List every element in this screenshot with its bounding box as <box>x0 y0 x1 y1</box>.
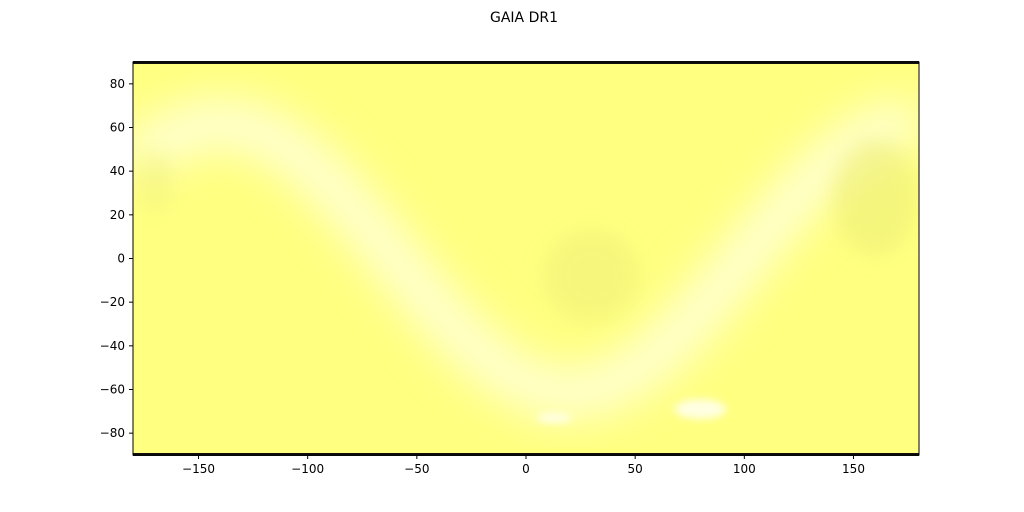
galactic-plane-band <box>133 100 919 417</box>
y-tick-label: −40 <box>100 339 125 353</box>
dense-patch-left <box>136 152 173 213</box>
large-magellanic-cloud <box>674 399 727 420</box>
y-tick-label: 40 <box>110 164 125 178</box>
x-tick-label: 0 <box>522 462 530 476</box>
x-tick-label: −150 <box>182 462 215 476</box>
y-tick-label: 20 <box>110 208 125 222</box>
chart-title: GAIA DR1 <box>490 10 558 26</box>
y-tick-label: −80 <box>100 426 125 440</box>
dense-patch-center <box>543 229 640 322</box>
x-tick-label: 50 <box>628 462 643 476</box>
y-axis: −80 −60 −40 −20 0 20 40 60 80 <box>100 77 133 440</box>
y-tick-label: 60 <box>110 121 125 135</box>
dense-patch-right <box>833 139 918 256</box>
y-tick-label: −60 <box>100 383 125 397</box>
sky-density-map <box>133 62 919 455</box>
y-tick-label: 80 <box>110 77 125 91</box>
x-axis: −150 −100 −50 0 50 100 150 <box>182 455 865 476</box>
x-tick-label: 150 <box>842 462 865 476</box>
y-tick-label: −20 <box>100 295 125 309</box>
x-tick-label: 100 <box>733 462 756 476</box>
y-tick-label: 0 <box>117 252 125 266</box>
x-tick-label: −100 <box>291 462 324 476</box>
x-tick-label: −50 <box>404 462 429 476</box>
small-magellanic-cloud <box>536 412 573 423</box>
